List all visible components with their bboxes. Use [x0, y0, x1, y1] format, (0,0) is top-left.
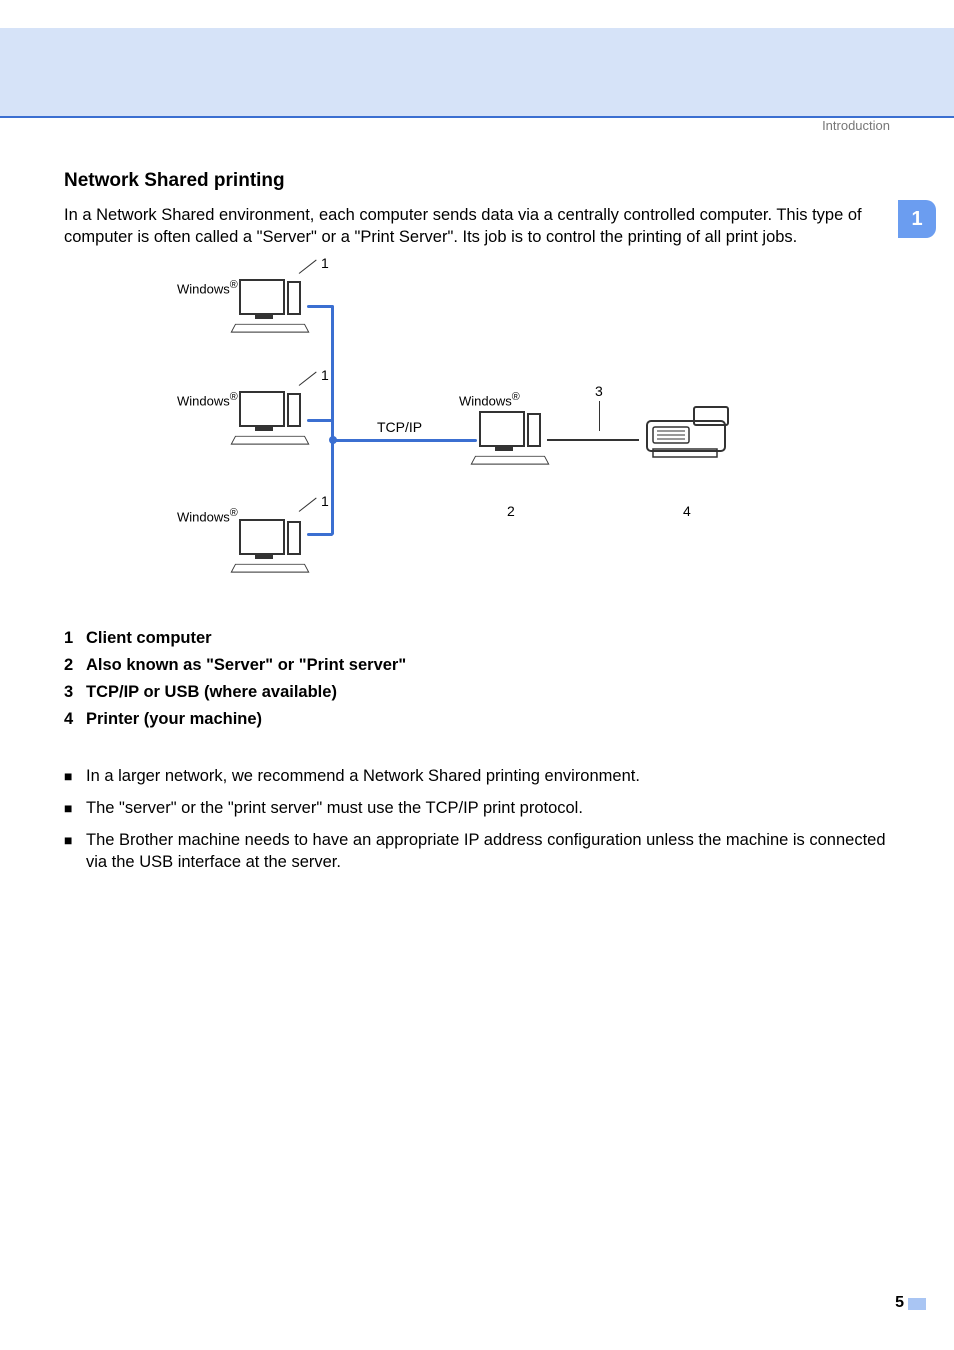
leader-1a — [299, 259, 317, 273]
os-label-3: Windows® — [177, 507, 238, 524]
bullet-list: ■ In a larger network, we recommend a Ne… — [64, 765, 894, 874]
intro-paragraph: In a Network Shared environment, each co… — [64, 204, 894, 249]
chapter-tab: 1 — [898, 200, 936, 238]
branch-1 — [307, 305, 333, 308]
branch-3 — [307, 533, 333, 536]
protocol-label: TCP/IP — [377, 419, 422, 435]
link-to-server — [331, 439, 477, 442]
client-pc-2 — [239, 391, 309, 427]
bullet-text: The Brother machine needs to have an app… — [86, 829, 894, 874]
header-band — [0, 28, 954, 118]
leader-3 — [599, 401, 600, 431]
page-number-decoration — [908, 1298, 926, 1310]
printer-icon — [639, 401, 739, 461]
client-pc-1 — [239, 279, 309, 315]
bullet-item: ■ The Brother machine needs to have an a… — [64, 829, 894, 874]
page-number: 5 — [895, 1294, 904, 1312]
callout-1a: 1 — [321, 255, 329, 271]
branch-2 — [307, 419, 333, 422]
bullet-icon: ■ — [64, 829, 86, 874]
callout-4: 4 — [683, 503, 691, 519]
breadcrumb: Introduction — [822, 118, 890, 133]
os-label-1: Windows® — [177, 279, 238, 296]
section-heading: Network Shared printing — [64, 170, 894, 192]
bus-node — [329, 436, 337, 444]
diagram-container: Windows® Windows® Windows® Windows® — [64, 261, 894, 611]
legend-item: 2Also known as "Server" or "Print server… — [64, 656, 894, 675]
bullet-icon: ■ — [64, 797, 86, 819]
legend-list: 1Client computer 2Also known as "Server"… — [64, 629, 894, 729]
bullet-icon: ■ — [64, 765, 86, 787]
page-content: Network Shared printing In a Network Sha… — [64, 170, 894, 884]
callout-3: 3 — [595, 383, 603, 399]
bullet-text: In a larger network, we recommend a Netw… — [86, 765, 894, 787]
server-pc — [479, 411, 549, 447]
os-label-2: Windows® — [177, 391, 238, 408]
legend-item: 3TCP/IP or USB (where available) — [64, 683, 894, 702]
callout-1b: 1 — [321, 367, 329, 383]
top-margin — [0, 0, 954, 28]
leader-1c — [299, 497, 317, 511]
legend-item: 4Printer (your machine) — [64, 710, 894, 729]
legend-item: 1Client computer — [64, 629, 894, 648]
client-pc-3 — [239, 519, 309, 555]
bullet-item: ■ The "server" or the "print server" mus… — [64, 797, 894, 819]
leader-1b — [299, 371, 317, 385]
bullet-text: The "server" or the "print server" must … — [86, 797, 894, 819]
network-diagram: Windows® Windows® Windows® Windows® — [199, 261, 759, 611]
server-to-printer — [547, 439, 639, 441]
bullet-item: ■ In a larger network, we recommend a Ne… — [64, 765, 894, 787]
os-label-server: Windows® — [459, 391, 520, 408]
callout-1c: 1 — [321, 493, 329, 509]
callout-2: 2 — [507, 503, 515, 519]
